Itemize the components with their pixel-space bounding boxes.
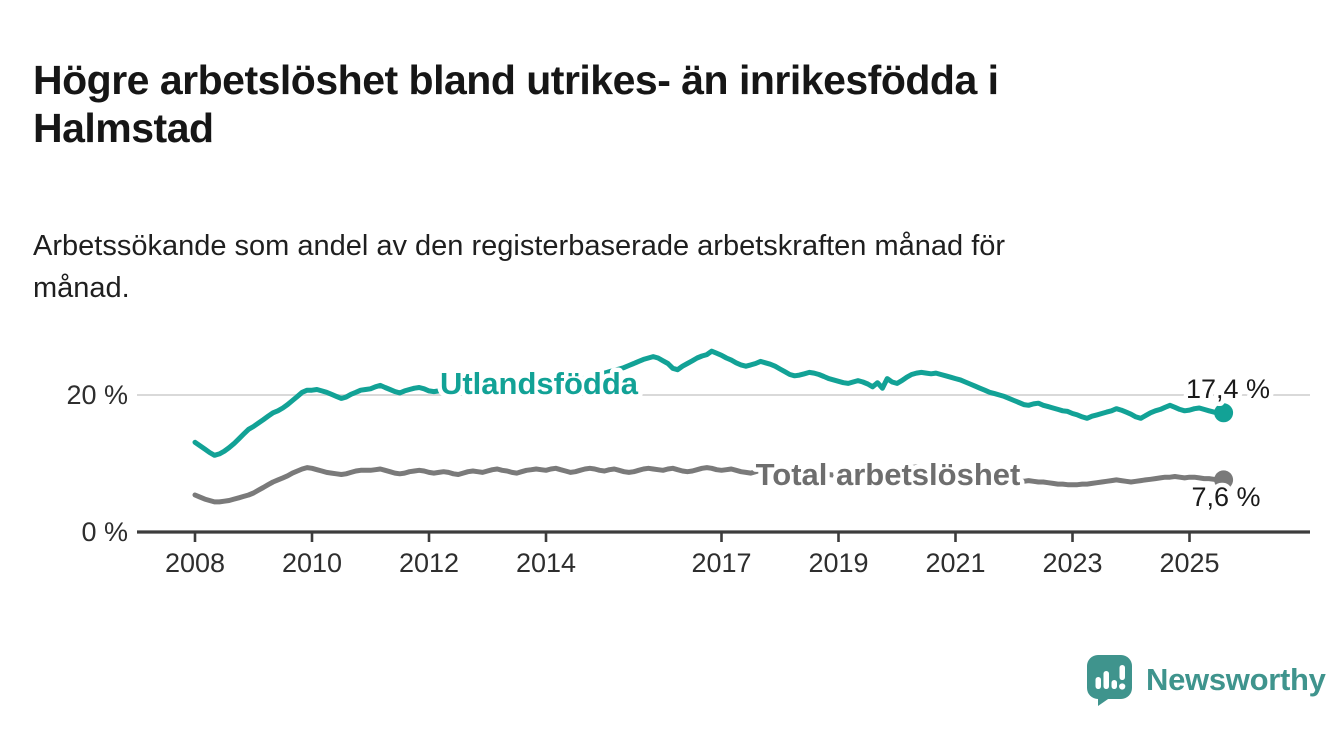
- page-subtitle: Arbetssökande som andel av den registerb…: [33, 230, 1006, 305]
- y-axis-tick-label: 20 %: [66, 380, 128, 410]
- series-line-total: [192, 464, 1227, 505]
- x-axis-tick-label: 2021: [925, 548, 985, 578]
- newsworthy-brand: Newsworthy: [1146, 662, 1326, 697]
- series-endpoint-dot-total: [1214, 470, 1234, 490]
- series-label-total: Total arbetslöshet: [756, 457, 1021, 492]
- line-chart: 2008 2010 2012 2014 2017 2019 2021 2023 2025 0 % 2…: [0, 320, 1340, 610]
- newsworthy-attribution-link[interactable]: Newsworthy: [1086, 654, 1326, 706]
- series-line-utlandsfodda: [192, 348, 1227, 458]
- end-value-label-utlandsfodda: 17,4 %: [1186, 374, 1270, 404]
- x-axis-tick-label: 2025: [1159, 548, 1219, 578]
- page-title: Högre arbetslöshet bland utrikes- än inr…: [33, 57, 999, 152]
- series-endpoint-dot-utlandsfodda: [1214, 403, 1234, 423]
- series-label-utlandsfodda: Utlandsfödda: [440, 366, 639, 401]
- line-chart-canvas: 2008 2010 2012 2014 2017 2019 2021 2023 2025 0 % 2…: [66, 348, 1310, 578]
- x-axis-tick-label: 2017: [691, 548, 751, 578]
- x-axis-tick-label: 2008: [165, 548, 225, 578]
- x-axis-tick-label: 2010: [282, 548, 342, 578]
- x-axis-tick-label: 2023: [1042, 548, 1102, 578]
- x-axis-tick-label: 2019: [808, 548, 868, 578]
- y-axis-tick-label: 0 %: [81, 517, 128, 547]
- x-axis-tick-label: 2012: [399, 548, 459, 578]
- x-axis-tick-label: 2014: [516, 548, 576, 578]
- newsworthy-logo-icon: [1087, 655, 1132, 706]
- end-value-label-total: 7,6 %: [1191, 482, 1260, 512]
